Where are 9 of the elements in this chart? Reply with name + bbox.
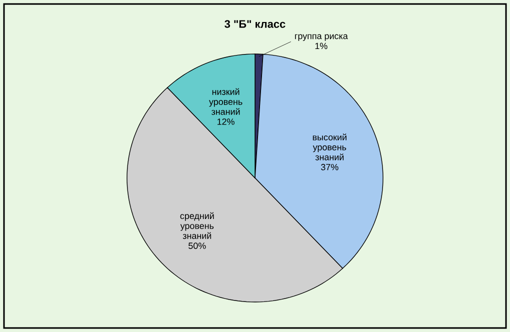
slice-label: низкий уровень знаний: [208, 88, 242, 115]
data-label: 1%: [315, 42, 328, 50]
data-label: 37%: [321, 164, 338, 170]
chart-title: 3 "Б" класс: [224, 20, 286, 28]
data-label: 50%: [188, 242, 206, 249]
slice-label: группа риска: [295, 34, 348, 41]
data-label: 12%: [218, 118, 234, 125]
slice-label: высокий уровень знаний: [312, 134, 346, 160]
slice-label: средний уровень знаний: [180, 212, 214, 239]
